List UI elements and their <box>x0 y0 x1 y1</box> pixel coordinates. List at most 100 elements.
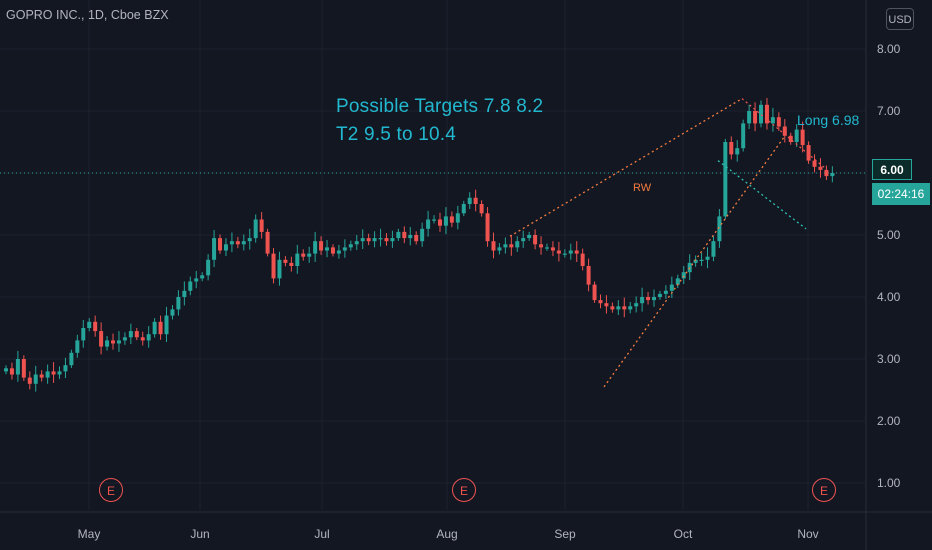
candle-body <box>99 331 104 347</box>
y-tick-label: 3.00 <box>877 352 901 366</box>
channel-upper-line <box>741 98 826 169</box>
candle-body <box>794 129 799 142</box>
x-tick-label: Jul <box>314 527 329 541</box>
candle-body <box>21 359 26 378</box>
earnings-badge[interactable]: E <box>99 478 123 502</box>
candle-body <box>372 238 377 242</box>
candle-body <box>830 173 835 177</box>
x-tick-label: May <box>78 527 101 541</box>
candle-body <box>818 166 823 170</box>
candle-body <box>622 306 627 310</box>
candle-body <box>574 250 579 254</box>
candle-body <box>539 244 544 248</box>
candle-body <box>527 235 532 239</box>
candle-body <box>87 321 92 328</box>
candle-body <box>75 340 80 353</box>
candle-body <box>776 117 781 127</box>
candle-body <box>681 272 686 279</box>
x-tick-label: Jun <box>190 527 209 541</box>
candle-body <box>616 306 621 310</box>
candle-body <box>366 238 371 242</box>
candle-body <box>111 340 116 344</box>
candle-body <box>824 169 829 177</box>
y-tick-label: 4.00 <box>877 290 901 304</box>
candle-body <box>271 253 276 279</box>
candle-body <box>550 247 555 251</box>
candle-body <box>646 297 651 301</box>
candle-body <box>170 309 175 316</box>
y-tick-label: 2.00 <box>877 414 901 428</box>
channel-lower-line <box>717 160 807 230</box>
x-tick-label: Nov <box>797 527 818 541</box>
candle-body <box>759 104 764 124</box>
candle-body <box>533 235 538 245</box>
rw-label[interactable]: RW <box>633 182 652 194</box>
candle-body <box>449 216 454 223</box>
candle-body <box>628 306 633 310</box>
candle-body <box>158 321 163 335</box>
y-tick-label: 5.00 <box>877 228 901 242</box>
candle-body <box>164 315 169 335</box>
earnings-badge[interactable]: E <box>452 478 476 502</box>
symbol-title[interactable]: GOPRO INC., 1D, Cboe BZX <box>6 8 169 22</box>
long-label[interactable]: Long 6.98 <box>797 112 860 128</box>
candle-body <box>336 250 341 254</box>
candle-body <box>556 250 561 254</box>
candle-body <box>116 340 121 344</box>
candle-body <box>461 204 466 214</box>
candle-body <box>384 238 389 242</box>
candle-body <box>45 371 50 378</box>
candle-body <box>503 244 508 248</box>
candle-body <box>414 235 419 242</box>
candle-body <box>782 126 787 136</box>
y-tick-label: 7.00 <box>877 104 901 118</box>
candle-body <box>741 123 746 149</box>
candle-body <box>699 259 704 261</box>
candle-body <box>105 340 110 347</box>
current-price-label: 6.00 <box>872 159 912 180</box>
candle-body <box>176 297 181 310</box>
targets-annotation-line2[interactable]: T2 9.5 to 10.4 <box>336 124 457 145</box>
candle-body <box>57 371 62 375</box>
x-tick-label: Sep <box>554 527 576 541</box>
candle-body <box>437 219 442 226</box>
candle-body <box>206 259 211 276</box>
candle-body <box>717 216 722 242</box>
candle-body <box>241 241 246 245</box>
candle-body <box>15 359 20 375</box>
candle-body <box>295 253 300 266</box>
candle-body <box>134 331 139 338</box>
candle-body <box>812 160 817 167</box>
candle-body <box>663 290 668 294</box>
candle-body <box>9 368 14 375</box>
candle-body <box>218 238 223 251</box>
candle-body <box>277 259 282 279</box>
candle-body <box>467 197 472 204</box>
earnings-badge[interactable]: E <box>812 478 836 502</box>
candle-body <box>188 281 193 291</box>
candle-body <box>63 365 68 372</box>
candle-body <box>81 328 86 341</box>
candle-body <box>753 111 758 124</box>
candle-body <box>152 321 157 335</box>
candle-body <box>598 300 603 304</box>
candle-body <box>93 321 98 332</box>
candle-body <box>610 306 615 310</box>
candle-body <box>390 238 395 242</box>
candle-body <box>325 247 330 251</box>
candle-body <box>634 303 639 307</box>
candle-body <box>491 241 496 251</box>
candle-body <box>747 111 752 124</box>
candle-body <box>432 219 437 221</box>
candle-body <box>408 235 413 239</box>
targets-annotation-line1[interactable]: Possible Targets 7.8 8.2 <box>336 96 544 117</box>
candle-body <box>735 148 740 155</box>
candle-body <box>509 244 514 248</box>
candle-body <box>259 219 264 232</box>
currency-button[interactable]: USD <box>886 8 914 30</box>
candle-body <box>473 197 478 204</box>
candle-body <box>485 213 490 242</box>
candle-body <box>253 219 258 239</box>
candle-body <box>592 284 597 301</box>
